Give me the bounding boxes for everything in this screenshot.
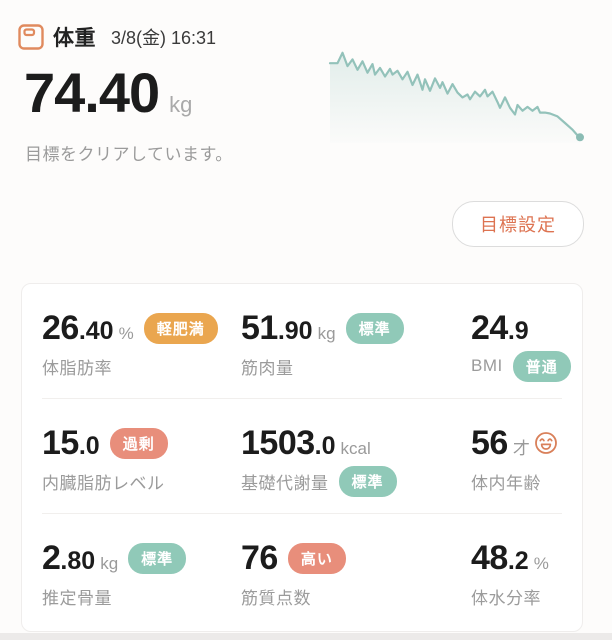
goal-setting-button[interactable]: 目標設定 — [452, 200, 584, 247]
metric-label: 筋肉量 — [241, 358, 294, 378]
chart-area-fill — [330, 52, 580, 143]
status-badge: 軽肥満 — [143, 312, 218, 344]
happy-face-icon — [534, 432, 557, 454]
status-badge: 標準 — [345, 312, 404, 344]
metric-value: 15 — [42, 423, 79, 462]
metric-label: BMI — [471, 356, 503, 375]
status-badge: 高い — [287, 542, 346, 574]
page-title: 体重 — [53, 27, 96, 50]
page-bottom-strip — [0, 633, 612, 640]
chart-end-dot — [576, 133, 584, 142]
metric-row-2: 15.0 過剰 内臓脂肪レベル 1503.0 kcal 基礎代謝量 標準 56 才 — [42, 399, 562, 514]
metric-bone-mass[interactable]: 2.80 kg 標準 推定骨量 — [42, 539, 241, 608]
weight-trend-chart[interactable] — [328, 48, 584, 143]
metric-unit: kg — [317, 323, 336, 343]
metric-unit: 才 — [512, 438, 530, 458]
body-metrics-card: 26.40% 軽肥満 体脂肪率 51.90 kg 標準 筋肉量 24.9 BMI … — [21, 283, 583, 632]
metric-label: 基礎代謝量 — [241, 473, 329, 493]
weight-trend-sparkline — [328, 51, 584, 143]
metric-value: 48 — [471, 538, 508, 577]
metric-label: 内臓脂肪レベル — [42, 473, 165, 493]
metric-unit: kcal — [340, 438, 371, 458]
metric-value: 51 — [241, 308, 278, 347]
chart-line — [328, 51, 582, 139]
metric-value: 1503 — [241, 423, 315, 462]
metric-body-age[interactable]: 56 才 体内年齢 — [471, 424, 562, 493]
metric-row-3: 2.80 kg 標準 推定骨量 76 高い 筋質点数 48.2% 体水分率 — [42, 514, 562, 628]
goal-status-message: 目標をクリアしています。 — [25, 144, 233, 164]
measurement-datetime: 3/8(金) 16:31 — [111, 28, 217, 48]
metric-value: 56 — [471, 423, 508, 462]
metric-label: 体内年齢 — [471, 473, 541, 493]
status-badge: 過剰 — [109, 427, 168, 459]
metric-value: 2 — [42, 538, 61, 577]
weight-value: 74.40 — [24, 61, 160, 124]
status-badge: 標準 — [128, 542, 187, 574]
weight-value-row: 74.40 kg — [24, 62, 588, 124]
metric-label: 体水分率 — [471, 588, 541, 608]
metric-value: 26 — [42, 308, 79, 347]
metric-row-1: 26.40% 軽肥満 体脂肪率 51.90 kg 標準 筋肉量 24.9 BMI … — [42, 284, 571, 399]
metric-label: 体脂肪率 — [42, 358, 112, 378]
metric-visceral-fat[interactable]: 15.0 過剰 内臓脂肪レベル — [42, 424, 241, 493]
goal-button-row: 目標設定 — [0, 200, 612, 247]
metric-muscle-quality[interactable]: 76 高い 筋質点数 — [241, 539, 471, 608]
metric-label: 推定骨量 — [42, 588, 112, 608]
metric-unit: % — [118, 323, 134, 343]
metric-body-water[interactable]: 48.2% 体水分率 — [471, 538, 549, 608]
metric-label: 筋質点数 — [241, 588, 311, 608]
weight-header: 体重 3/8(金) 16:31 74.40 kg 目標をクリアしています。 — [0, 0, 612, 165]
metric-body-fat[interactable]: 26.40% 軽肥満 体脂肪率 — [42, 309, 241, 378]
status-badge: 標準 — [338, 465, 397, 497]
metric-unit: % — [533, 553, 549, 573]
metric-value: 76 — [241, 538, 278, 577]
metric-value: 24 — [471, 308, 508, 347]
metric-bmi[interactable]: 24.9 BMI 普通 — [471, 308, 571, 382]
status-badge: 普通 — [512, 350, 571, 382]
metric-muscle-mass[interactable]: 51.90 kg 標準 筋肉量 — [241, 309, 471, 378]
weight-unit: kg — [169, 92, 193, 117]
title-row: 体重 3/8(金) 16:31 — [18, 22, 588, 52]
metric-basal-metabolism[interactable]: 1503.0 kcal 基礎代謝量 標準 — [241, 423, 471, 497]
metric-unit: kg — [100, 553, 119, 573]
weight-scale-icon — [18, 24, 44, 50]
